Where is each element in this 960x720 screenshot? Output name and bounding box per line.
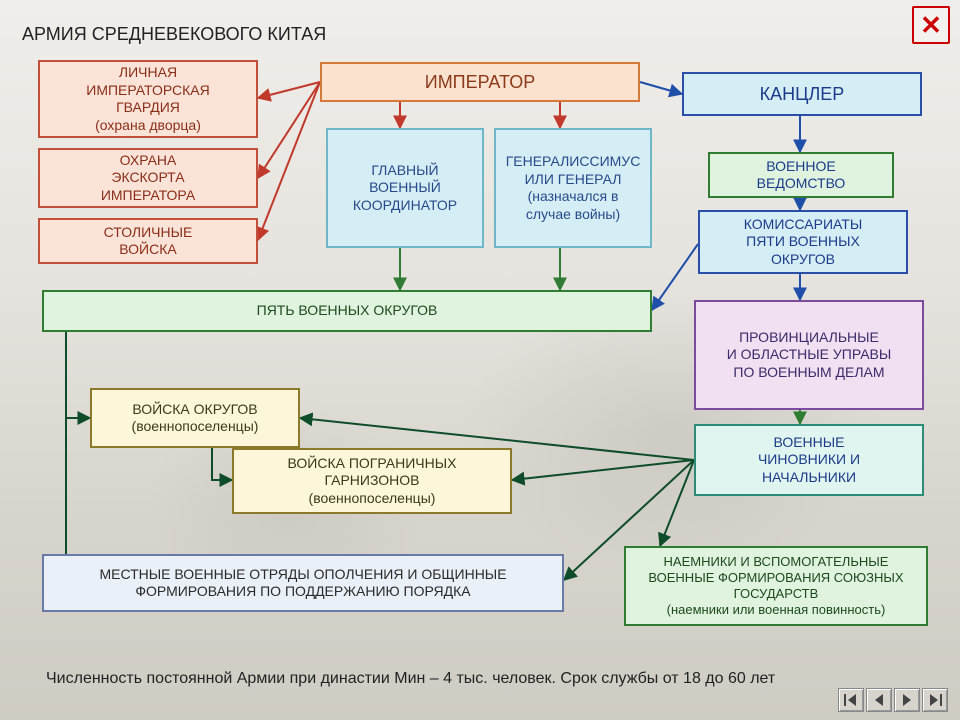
nav-next-button[interactable] [894,688,920,712]
nav-first-icon [844,694,858,706]
nav-last-icon [928,694,942,706]
node-minwar: ВОЕННОЕ ВЕДОМСТВО [708,152,894,198]
close-icon: ✕ [920,10,942,41]
close-button[interactable]: ✕ [912,6,950,44]
edge [258,82,320,240]
node-coord: ГЛАВНЫЙ ВОЕННЫЙ КООРДИНАТОР [326,128,484,248]
node-general: ГЕНЕРАЛИССИМУС ИЛИ ГЕНЕРАЛ (назначался в… [494,128,652,248]
node-prov: ПРОВИНЦИАЛЬНЫЕ И ОБЛАСТНЫЕ УПРАВЫ ПО ВОЕ… [694,300,924,410]
caption-text: Численность постоянной Армии при династи… [46,670,920,688]
edge [660,460,694,546]
node-tr_distr: ВОЙСКА ОКРУГОВ (военнопоселенцы) [90,388,300,448]
node-escort: ОХРАНА ЭКСКОРТА ИМПЕРАТОРА [38,148,258,208]
edge [640,82,682,94]
nav-first-button[interactable] [838,688,864,712]
nav-next-icon [901,694,913,706]
nav-prev-icon [873,694,885,706]
edge [212,448,232,480]
node-capital: СТОЛИЧНЫЕ ВОЙСКА [38,218,258,264]
node-militia: МЕСТНЫЕ ВОЕННЫЕ ОТРЯДЫ ОПОЛЧЕНИЯ И ОБЩИН… [42,554,564,612]
edge [66,332,90,418]
node-guard: ЛИЧНАЯ ИМПЕРАТОРСКАЯ ГВАРДИЯ (охрана дво… [38,60,258,138]
nav-prev-button[interactable] [866,688,892,712]
node-merc: НАЕМНИКИ И ВСПОМОГАТЕЛЬНЫЕ ВОЕННЫЕ ФОРМИ… [624,546,928,626]
node-chancellor: КАНЦЛЕР [682,72,922,116]
edge [652,244,698,310]
nav-controls [838,688,948,712]
node-tr_border: ВОЙСКА ПОГРАНИЧНЫХ ГАРНИЗОНОВ (военнопос… [232,448,512,514]
node-commis: КОМИССАРИАТЫ ПЯТИ ВОЕННЫХ ОКРУГОВ [698,210,908,274]
page-title: АРМИЯ СРЕДНЕВЕКОВОГО КИТАЯ [22,24,326,45]
node-officials: ВОЕННЫЕ ЧИНОВНИКИ И НАЧАЛЬНИКИ [694,424,924,496]
nav-last-button[interactable] [922,688,948,712]
node-emperor: ИМПЕРАТОР [320,62,640,102]
node-districts: ПЯТЬ ВОЕННЫХ ОКРУГОВ [42,290,652,332]
edge [512,460,694,480]
